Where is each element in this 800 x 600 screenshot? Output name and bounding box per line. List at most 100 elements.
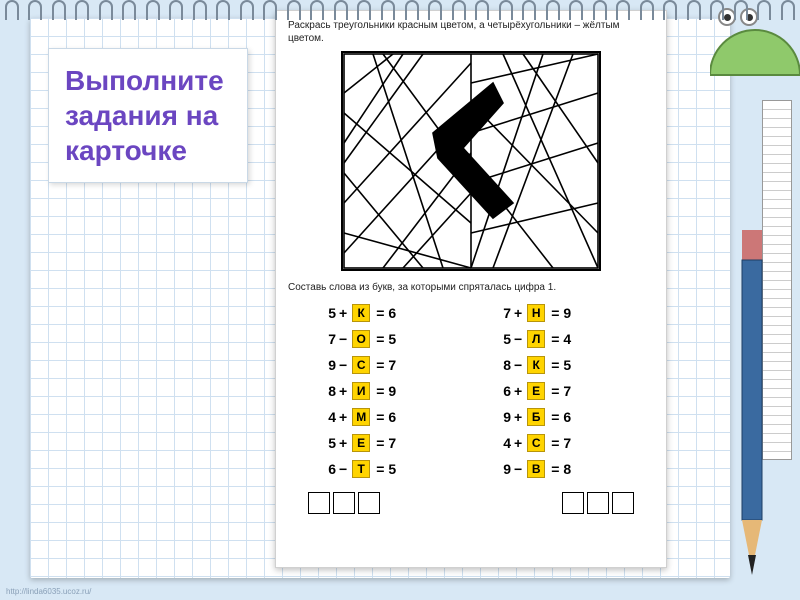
result: 6 [388,305,396,321]
answer-group-left [308,492,380,514]
equals-sign: = [551,331,559,347]
notebook-spiral [0,0,800,20]
answer-box [358,492,380,514]
letter-box: О [352,330,370,348]
operand-a: 6 [308,461,336,477]
letter-box: В [527,460,545,478]
coloring-puzzle [341,51,601,271]
equation-row: 6+ Е =7 [483,378,634,404]
letter-box: К [527,356,545,374]
answer-group-right [562,492,634,514]
equals-sign: = [376,305,384,321]
equations-left-column: 5+К=67−О=59−С=78+И=94+М=65+Е=76−Т=5 [308,300,459,482]
instruction-top: Раскрась треугольники красным цветом, а … [288,19,654,45]
letter-box: С [527,434,545,452]
operator: + [514,383,522,399]
operator: + [339,383,347,399]
operand-a: 5 [308,435,336,451]
result: 5 [388,461,396,477]
equals-sign: = [551,357,559,373]
answer-box [308,492,330,514]
result: 4 [563,331,571,347]
equation-row: 5−Л =4 [483,326,634,352]
equation-row: 9−В =8 [483,456,634,482]
equation-row: 9+Б=6 [483,404,634,430]
answer-box [587,492,609,514]
equals-sign: = [376,461,384,477]
operand-a: 4 [483,435,511,451]
letter-box: Е [527,382,545,400]
letter-box: М [352,408,370,426]
equation-row: 7−О =5 [308,326,459,352]
title-text: Выполните задания на карточке [65,63,231,168]
pencil-icon [734,230,770,590]
operator: − [339,357,347,373]
operand-a: 5 [308,305,336,321]
instruction-mid: Составь слова из букв, за которыми спрят… [288,281,654,294]
title-card: Выполните задания на карточке [48,48,248,183]
result: 8 [563,461,571,477]
equals-sign: = [551,435,559,451]
letter-box: Л [527,330,545,348]
equation-row: 8+И=9 [308,378,459,404]
result: 9 [388,383,396,399]
result: 6 [563,409,571,425]
equals-sign: = [376,331,384,347]
letter-box: К [352,304,370,322]
operator: − [339,461,347,477]
operand-a: 6 [483,383,511,399]
operand-a: 7 [483,305,511,321]
equation-row: 5+ К =6 [308,300,459,326]
operand-a: 8 [483,357,511,373]
result: 7 [388,435,396,451]
operator: + [514,409,522,425]
letter-box: И [352,382,370,400]
operator: + [514,435,522,451]
operand-a: 7 [308,331,336,347]
operand-a: 4 [308,409,336,425]
equals-sign: = [551,305,559,321]
result: 5 [563,357,571,373]
result: 7 [388,357,396,373]
equals-sign: = [376,357,384,373]
letter-box: Т [352,460,370,478]
operand-a: 9 [483,461,511,477]
result: 7 [563,383,571,399]
equations-container: 5+К=67−О=59−С=78+И=94+М=65+Е=76−Т=5 7+Н=… [288,300,654,482]
result: 6 [388,409,396,425]
protractor-icon [710,20,800,80]
equals-sign: = [551,461,559,477]
operand-a: 9 [483,409,511,425]
operator: − [339,331,347,347]
operator: − [514,357,522,373]
answer-box [612,492,634,514]
equation-row: 6−Т =5 [308,456,459,482]
equation-row: 7+Н=9 [483,300,634,326]
operator: + [514,305,522,321]
operand-a: 5 [483,331,511,347]
operator: − [514,461,522,477]
equations-right-column: 7+Н=95−Л=48−К=56+Е=79+Б=64+С=79−В=8 [483,300,634,482]
equals-sign: = [376,435,384,451]
equals-sign: = [551,383,559,399]
letter-box: Н [527,304,545,322]
worksheet-card: Раскрась треугольники красным цветом, а … [275,10,667,568]
equation-row: 8−К =5 [483,352,634,378]
operator: + [339,435,347,451]
equals-sign: = [376,409,384,425]
footer-url: http://linda6035.ucoz.ru/ [6,587,91,596]
operator: − [514,331,522,347]
equation-row: 4+ М =6 [308,404,459,430]
result: 5 [388,331,396,347]
operator: + [339,409,347,425]
operand-a: 8 [308,383,336,399]
equation-row: 4+С=7 [483,430,634,456]
operand-a: 9 [308,357,336,373]
operator: + [339,305,347,321]
letter-box: Б [527,408,545,426]
letter-box: Е [352,434,370,452]
answer-box-row [288,492,654,514]
equation-row: 9−С=7 [308,352,459,378]
answer-box [333,492,355,514]
equation-row: 5+ Е =7 [308,430,459,456]
